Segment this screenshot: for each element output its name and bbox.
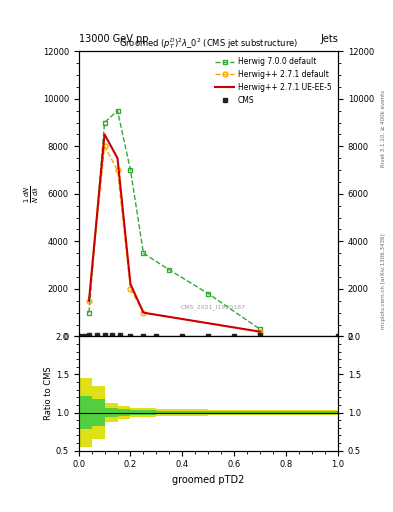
CMS	[258, 332, 263, 338]
Herwig++ 2.7.1 default	[115, 167, 120, 173]
Herwig++ 2.7.1 UE-EE-5	[86, 298, 91, 304]
CMS	[336, 333, 340, 339]
Herwig++ 2.7.1 default	[128, 286, 133, 292]
Herwig 7.0.0 default	[206, 291, 211, 297]
Herwig++ 2.7.1 default	[258, 329, 263, 335]
CMS	[154, 333, 159, 339]
X-axis label: groomed pTD2: groomed pTD2	[172, 475, 244, 485]
Herwig++ 2.7.1 UE-EE-5	[115, 155, 120, 161]
Herwig 7.0.0 default	[258, 326, 263, 332]
CMS	[232, 333, 237, 339]
CMS	[110, 331, 115, 337]
CMS	[76, 333, 81, 339]
Herwig++ 2.7.1 default	[86, 298, 91, 304]
Text: Rivet 3.1.10, ≥ 400k events: Rivet 3.1.10, ≥ 400k events	[381, 90, 386, 166]
CMS	[102, 331, 107, 337]
Y-axis label: Ratio to CMS: Ratio to CMS	[44, 367, 53, 420]
Herwig++ 2.7.1 default	[102, 143, 107, 150]
Herwig++ 2.7.1 default	[141, 310, 146, 316]
Line: CMS: CMS	[77, 332, 340, 338]
Herwig 7.0.0 default	[141, 250, 146, 257]
Text: 13000 GeV pp: 13000 GeV pp	[79, 33, 148, 44]
CMS	[81, 333, 86, 339]
Herwig++ 2.7.1 UE-EE-5	[102, 131, 107, 137]
Y-axis label: $\frac{1}{N}\frac{dN}{d\lambda}$: $\frac{1}{N}\frac{dN}{d\lambda}$	[23, 185, 41, 203]
Line: Herwig++ 2.7.1 UE-EE-5: Herwig++ 2.7.1 UE-EE-5	[89, 134, 260, 332]
CMS	[94, 331, 99, 337]
Herwig++ 2.7.1 UE-EE-5	[128, 281, 133, 287]
Herwig 7.0.0 default	[167, 267, 172, 273]
Text: mcplots.cern.ch [arXiv:1306.3436]: mcplots.cern.ch [arXiv:1306.3436]	[381, 234, 386, 329]
Herwig 7.0.0 default	[128, 167, 133, 173]
CMS	[206, 333, 211, 339]
Line: Herwig++ 2.7.1 default: Herwig++ 2.7.1 default	[86, 144, 263, 334]
Herwig 7.0.0 default	[102, 119, 107, 125]
Legend: Herwig 7.0.0 default, Herwig++ 2.7.1 default, Herwig++ 2.7.1 UE-EE-5, CMS: Herwig 7.0.0 default, Herwig++ 2.7.1 def…	[213, 55, 334, 107]
Text: Jets: Jets	[320, 33, 338, 44]
CMS	[118, 331, 123, 337]
Herwig 7.0.0 default	[86, 310, 91, 316]
CMS	[128, 333, 133, 339]
Herwig++ 2.7.1 UE-EE-5	[141, 310, 146, 316]
Line: Herwig 7.0.0 default: Herwig 7.0.0 default	[86, 108, 263, 332]
Herwig 7.0.0 default	[115, 108, 120, 114]
Title: Groomed $(p_T^D)^2\lambda\_0^2$ (CMS jet substructure): Groomed $(p_T^D)^2\lambda\_0^2$ (CMS jet…	[119, 36, 298, 51]
CMS	[86, 332, 91, 338]
CMS	[180, 333, 185, 339]
CMS	[141, 333, 146, 339]
Herwig++ 2.7.1 UE-EE-5	[258, 329, 263, 335]
Text: CMS_2021_I1920187: CMS_2021_I1920187	[181, 304, 246, 310]
